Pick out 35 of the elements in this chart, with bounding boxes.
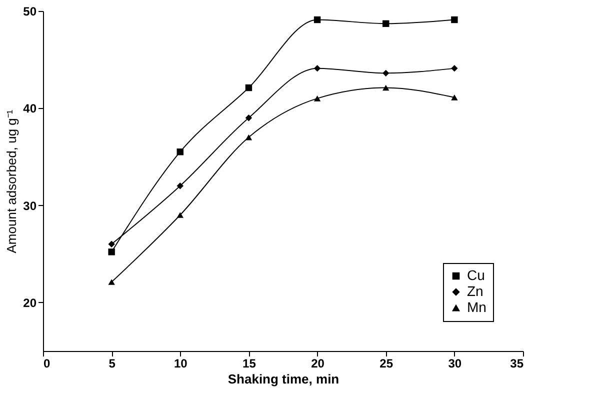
point: [451, 64, 458, 72]
point: [314, 16, 321, 24]
point: [108, 240, 115, 248]
point: [245, 134, 252, 140]
x-tick-label: 25: [380, 356, 394, 370]
x-axis-title: Shaking time, min: [228, 372, 340, 386]
point: [245, 84, 252, 92]
y-tick-label: 40: [23, 102, 37, 116]
point: [314, 96, 321, 102]
legend-label: Zn: [467, 283, 484, 299]
x-tick-label: 35: [510, 356, 524, 370]
y-tick-label: 20: [23, 296, 37, 310]
y-tick-label: 30: [23, 198, 37, 213]
point: [451, 16, 458, 24]
x-tick-label: 0: [44, 356, 50, 370]
x-tick-label: 15: [242, 356, 256, 370]
point: [108, 279, 115, 285]
x-tick-label: 30: [448, 356, 462, 370]
point: [314, 64, 321, 72]
point: [176, 212, 184, 218]
legend-label: Mn: [467, 299, 486, 315]
legend-label: Cu: [467, 267, 485, 283]
point: [382, 70, 390, 77]
x-tick-label: 5: [108, 356, 116, 370]
point: [245, 114, 252, 122]
point: [382, 20, 390, 27]
x-tick-label: 20: [311, 356, 325, 370]
point: [176, 148, 184, 156]
point: [176, 182, 184, 190]
point: [451, 94, 458, 100]
x-tick-label: 10: [174, 356, 188, 370]
y-axis-title: Amount adsorbed, ug g⁻¹: [4, 109, 20, 254]
y-tick-label: 50: [23, 4, 37, 18]
point: [382, 84, 390, 91]
point: [108, 248, 115, 256]
